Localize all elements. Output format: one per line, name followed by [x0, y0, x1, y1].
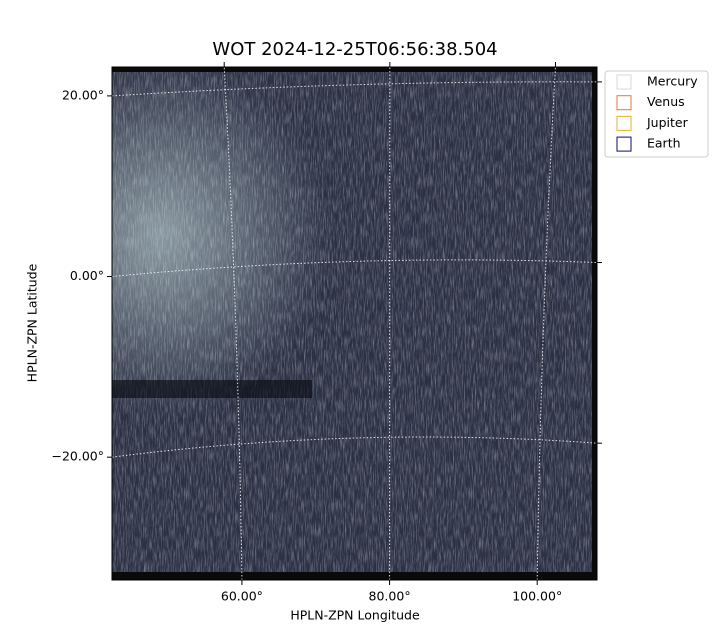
legend — [604, 70, 709, 158]
x-axis-label: HPLN-ZPN Longitude — [290, 608, 420, 623]
legend-swatch — [616, 115, 632, 131]
legend-label: Earth — [647, 136, 681, 151]
legend-swatch — [616, 95, 632, 111]
legend-label: Jupiter — [646, 115, 689, 130]
x-tick-label: 80.00° — [369, 589, 411, 604]
legend-label: Venus — [647, 94, 685, 109]
grid-line — [111, 81, 598, 97]
x-tick-label: 60.00° — [221, 589, 263, 604]
y-tick-label: 0.00° — [70, 268, 104, 283]
grid-line — [111, 436, 598, 458]
chart-title: WOT 2024-12-25T06:56:38.504 — [212, 39, 497, 60]
grid-line — [536, 66, 556, 581]
grid-line — [111, 259, 598, 278]
y-tick-label: −20.00° — [51, 449, 104, 464]
y-axis-label: HPLN-ZPN Latitude — [25, 263, 40, 382]
legend-swatch — [616, 136, 632, 152]
grid-line — [223, 66, 243, 581]
legend-swatch — [616, 74, 632, 90]
y-tick-label: 20.00° — [62, 87, 104, 102]
x-tick-label: 100.00° — [512, 589, 562, 604]
legend-label: Mercury — [647, 74, 698, 89]
grid — [111, 66, 598, 581]
image — [112, 67, 597, 580]
axes-frame — [111, 66, 598, 581]
